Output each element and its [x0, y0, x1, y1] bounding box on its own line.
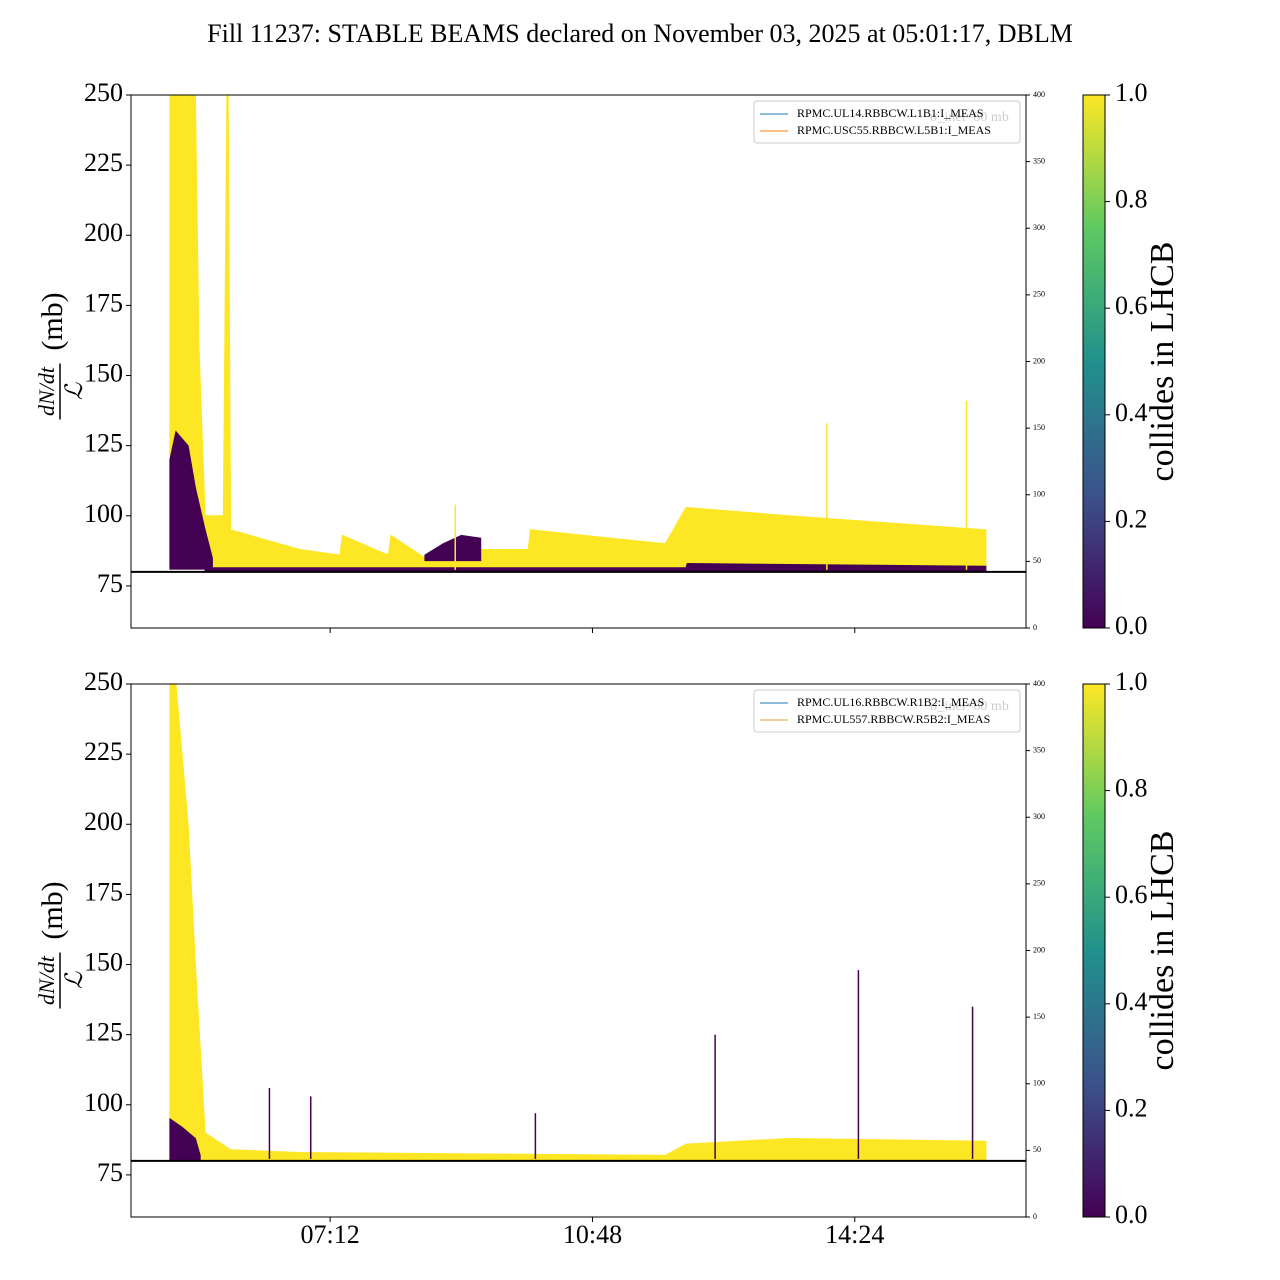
colorbar-tick-label: 1.0 [1115, 667, 1148, 696]
y-tick-label: 150 [84, 358, 123, 387]
y2-tick-label: 100 [1033, 490, 1045, 499]
y-label: dN/dt ℒ (mb) [34, 881, 88, 1009]
colorbar-label: collides in LHCB [1144, 831, 1181, 1071]
colorbar-tick-label: 0.8 [1115, 185, 1148, 214]
y-tick-label: 250 [84, 78, 123, 107]
colorbar-tick-label: 0.0 [1115, 1200, 1148, 1229]
y2-tick-label: 300 [1033, 812, 1045, 821]
band-area [169, 95, 987, 570]
y-tick-label: 125 [84, 429, 123, 458]
y2-tick-label: 250 [1033, 290, 1045, 299]
plot-frame [130, 683, 1027, 1218]
colorbar [1082, 683, 1106, 1218]
y-label: dN/dt ℒ (mb) [34, 292, 88, 420]
y2-tick-label: 150 [1033, 1012, 1045, 1021]
legend-box [753, 100, 1021, 144]
y2-tick-label: 350 [1033, 745, 1045, 754]
plot-area [169, 684, 987, 1160]
colorbar-tick-label: 0.2 [1115, 1093, 1148, 1122]
y-tick-label: 100 [84, 1088, 123, 1117]
colorbar-tick-label: 0.4 [1115, 987, 1148, 1016]
y-tick-label: 100 [84, 499, 123, 528]
y-tick-label: 75 [97, 569, 123, 598]
y2-tick-label: 250 [1033, 879, 1045, 888]
y2-tick-label: 0 [1033, 1212, 1037, 1221]
y-label-unit: (mb) [36, 881, 69, 939]
y2-tick-label: 150 [1033, 423, 1045, 432]
plot-area [169, 95, 987, 571]
band-area [169, 684, 987, 1160]
y-tick-label: 175 [84, 877, 123, 906]
colorbar-tick-label: 0.6 [1115, 291, 1148, 320]
colorbar-label: collides in LHCB [1144, 242, 1181, 482]
x-tick-label: 14:24 [825, 1220, 884, 1249]
y2-tick-label: 200 [1033, 356, 1045, 365]
y2-tick-label: 350 [1033, 156, 1045, 165]
colorbar-tick-label: 0.4 [1115, 398, 1148, 427]
y2-tick-label: 50 [1033, 1145, 1041, 1154]
y-tick-label: 250 [84, 667, 123, 696]
legend-box [753, 689, 1021, 733]
y-tick-label: 175 [84, 288, 123, 317]
y-tick-label: 225 [84, 737, 123, 766]
y2-tick-label: 50 [1033, 556, 1041, 565]
colorbar-tick-label: 0.6 [1115, 880, 1148, 909]
colorbar-tick-label: 0.0 [1115, 611, 1148, 640]
band-area [169, 430, 213, 570]
y2-tick-label: 400 [1033, 90, 1045, 99]
band-area [204, 562, 987, 571]
colorbar-tick-label: 0.8 [1115, 774, 1148, 803]
y-tick-label: 125 [84, 1018, 123, 1047]
y2-tick-label: 400 [1033, 679, 1045, 688]
colorbar-tick-label: 0.2 [1115, 504, 1148, 533]
y-tick-label: 200 [84, 807, 123, 836]
band-area [424, 534, 482, 562]
band-area [169, 1117, 201, 1160]
y2-tick-label: 100 [1033, 1079, 1045, 1088]
y-label-num: dN/dt [34, 366, 59, 416]
x-tick-label: 10:48 [563, 1220, 622, 1249]
y-tick-label: 75 [97, 1158, 123, 1187]
x-tick-label: 07:12 [301, 1220, 360, 1249]
y-tick-label: 200 [84, 218, 123, 247]
y2-tick-label: 200 [1033, 945, 1045, 954]
y2-tick-label: 0 [1033, 623, 1037, 632]
legend-label: RPMC.USC55.RBBCW.L5B1:I_MEAS [797, 123, 991, 137]
colorbar [1082, 94, 1106, 629]
y-label-den: ℒ [62, 382, 88, 400]
y-label-unit: (mb) [36, 292, 69, 350]
y-tick-label: 150 [84, 947, 123, 976]
y2-tick-label: 300 [1033, 223, 1045, 232]
colorbar-tick-label: 1.0 [1115, 78, 1148, 107]
legend-label: RPMC.UL557.RBBCW.R5B2:I_MEAS [797, 712, 990, 726]
chart-title: Fill 11237: STABLE BEAMS declared on Nov… [207, 19, 1073, 48]
legend-label: RPMC.UL16.RBBCW.R1B2:I_MEAS [797, 695, 984, 709]
y-label-num: dN/dt [34, 955, 59, 1005]
legend-label: RPMC.UL14.RBBCW.L1B1:I_MEAS [797, 106, 984, 120]
y-tick-label: 225 [84, 148, 123, 177]
y-label-den: ℒ [62, 971, 88, 989]
